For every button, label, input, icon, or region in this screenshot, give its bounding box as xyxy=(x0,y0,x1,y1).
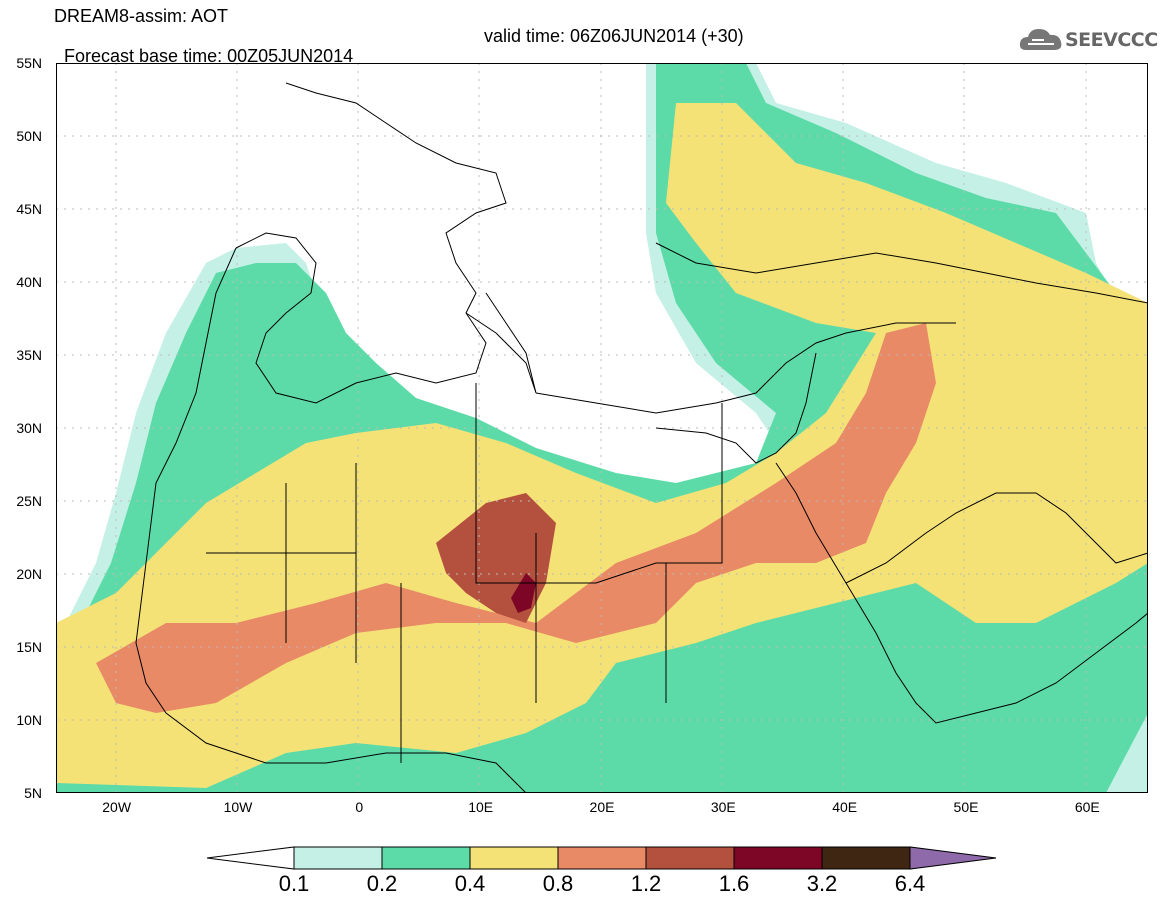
aot-map xyxy=(56,63,1148,793)
aot-field xyxy=(56,63,1148,793)
lat-label: 40N xyxy=(16,274,42,290)
lat-label: 20N xyxy=(16,566,42,582)
colorbar-label: 0.2 xyxy=(366,871,398,896)
colorbar xyxy=(206,846,997,870)
lat-label: 15N xyxy=(16,639,42,655)
colorbar-label: 0.1 xyxy=(278,871,310,896)
colorbar-label: 6.4 xyxy=(894,871,926,896)
lon-label: 30E xyxy=(710,799,736,815)
lat-label: 5N xyxy=(24,785,42,801)
colorbar-box xyxy=(381,846,471,870)
forecast-times: Forecast base time: 00Z05JUN2014 valid t… xyxy=(54,26,744,86)
coastlines-and-borders xyxy=(135,82,1148,793)
colorbar-label: 0.8 xyxy=(542,871,574,896)
lat-label: 50N xyxy=(16,128,42,144)
lon-label: 40E xyxy=(832,799,858,815)
colorbar-box xyxy=(645,846,735,870)
colorbar-box xyxy=(557,846,647,870)
colorbar-box xyxy=(821,846,911,870)
lon-label: 50E xyxy=(953,799,979,815)
lon-label: 10W xyxy=(223,799,253,815)
logo-text: SEEVCCC xyxy=(1065,29,1158,51)
lon-label: 0 xyxy=(355,799,364,815)
lat-label: 45N xyxy=(16,201,42,217)
colorbar-label: 3.2 xyxy=(806,871,838,896)
colorbar-box xyxy=(733,846,823,870)
lon-label: 60E xyxy=(1074,799,1100,815)
base-time: Forecast base time: 00Z05JUN2014 xyxy=(64,46,354,66)
colorbar-box xyxy=(293,846,383,870)
colorbar-box xyxy=(469,846,559,870)
lon-label: 10E xyxy=(468,799,494,815)
seevccc-logo: SEEVCCC xyxy=(1018,22,1158,56)
lat-label: 25N xyxy=(16,493,42,509)
aot-level-0-8 xyxy=(96,323,936,713)
colorbar-label: 1.6 xyxy=(718,871,750,896)
lat-label: 30N xyxy=(16,420,42,436)
graticule xyxy=(56,63,1148,793)
lat-label: 55N xyxy=(16,55,42,71)
colorbar-label: 0.4 xyxy=(454,871,486,896)
colorbar-label: 1.2 xyxy=(630,871,662,896)
lat-label: 35N xyxy=(16,347,42,363)
lat-label: 10N xyxy=(16,712,42,728)
colorbar-arrow-high xyxy=(909,846,997,870)
valid-time: valid time: 06Z06JUN2014 (+30) xyxy=(484,26,744,46)
cloud-icon xyxy=(1019,29,1062,50)
map-title: DREAM8-assim: AOT xyxy=(54,6,229,26)
lon-label: 20E xyxy=(589,799,615,815)
lon-label: 20W xyxy=(102,799,132,815)
colorbar-arrow-low xyxy=(206,846,295,870)
